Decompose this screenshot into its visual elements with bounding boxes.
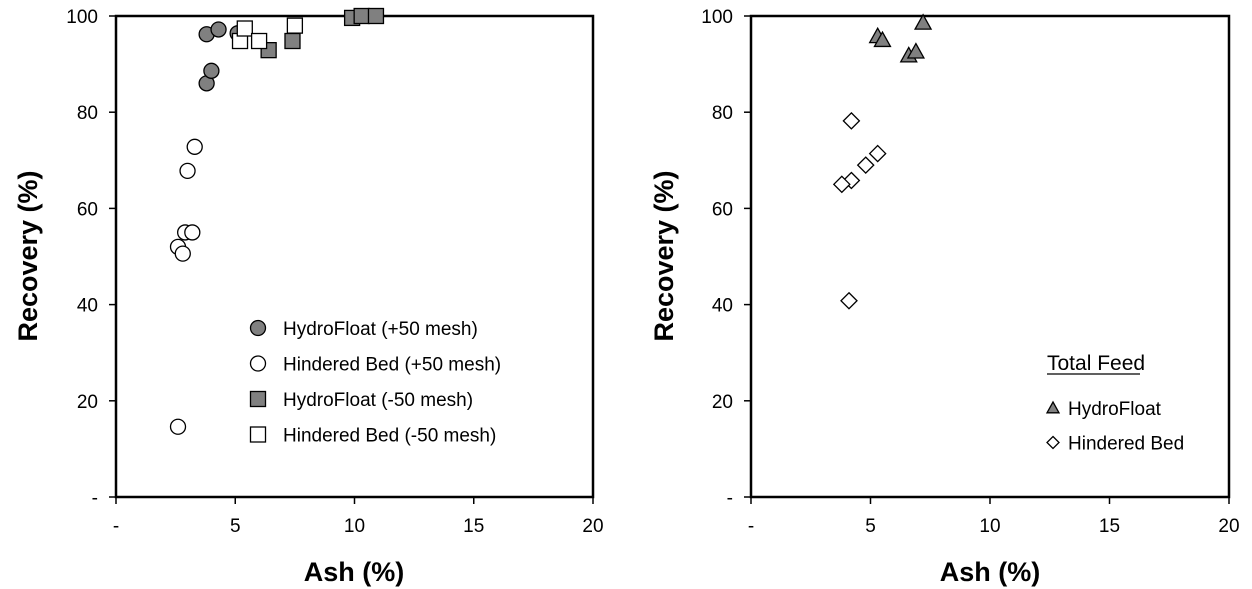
x-tick-label: 5 — [865, 516, 876, 537]
data-point — [856, 156, 875, 175]
legend-marker — [1046, 435, 1060, 450]
x-axis-title: Ash (%) — [304, 557, 405, 587]
data-point — [210, 21, 227, 38]
data-point — [184, 224, 201, 241]
legend-label: Hindered Bed — [1068, 434, 1184, 455]
data-point — [842, 111, 861, 130]
data-point — [250, 32, 268, 50]
y-tick-label: 20 — [712, 392, 733, 413]
data-point — [353, 7, 370, 25]
data-point — [873, 30, 892, 48]
x-tick-label: 15 — [1099, 516, 1120, 537]
legend-label: Hindered Bed (+50 mesh) — [283, 355, 501, 376]
x-tick-label: - — [113, 516, 119, 537]
data-point — [367, 7, 385, 25]
x-tick-label: 10 — [979, 516, 1000, 537]
data-point — [203, 62, 220, 79]
data-point — [906, 42, 926, 59]
data-point — [236, 20, 253, 37]
data-point — [868, 144, 887, 163]
x-tick-label: 10 — [344, 516, 365, 537]
x-axis-title: Ash (%) — [940, 557, 1041, 587]
legend-marker — [1045, 400, 1061, 414]
legend-marker — [249, 319, 267, 337]
legend-label: HydroFloat — [1068, 399, 1162, 420]
legend-label: HydroFloat (+50 mesh) — [283, 319, 478, 340]
y-axis-title: Recovery (%) — [13, 170, 43, 341]
data-point — [169, 418, 187, 435]
data-point — [179, 162, 196, 180]
x-tick-label: 20 — [1218, 516, 1239, 537]
data-point — [174, 245, 191, 262]
chart-right: Ash (%) Recovery (%) Total Feed - 5 10 15 20… — [649, 7, 1240, 587]
legend-label: HydroFloat (-50 mesh) — [283, 390, 473, 411]
y-axis-title: Recovery (%) — [649, 170, 679, 341]
legend-marker — [249, 390, 267, 408]
y-tick-label: 80 — [712, 103, 733, 124]
x-tick-label: 20 — [582, 516, 603, 537]
legend-label: Hindered Bed (-50 mesh) — [283, 426, 496, 447]
plot-area-frame — [749, 14, 1231, 499]
chart-left: Ash (%) Recovery (%) - 5 10 15 20 - 20 40 60 80 10… — [13, 7, 604, 587]
data-point — [913, 13, 933, 30]
x-tick-label: 15 — [463, 516, 484, 537]
data-point — [186, 138, 203, 155]
y-tick-label: - — [727, 488, 733, 509]
y-tick-label: 100 — [66, 7, 98, 28]
data-point — [284, 32, 301, 50]
y-tick-label: 100 — [701, 7, 733, 28]
y-tick-label: 40 — [77, 296, 98, 317]
y-tick-label: 20 — [77, 392, 98, 413]
x-tick-label: 5 — [230, 516, 241, 537]
legend-marker — [249, 355, 267, 372]
x-tick-label: - — [748, 516, 754, 537]
legend-marker — [249, 426, 267, 443]
y-tick-label: 40 — [712, 296, 733, 317]
legend-title: Total Feed — [1047, 352, 1145, 375]
y-tick-label: 60 — [712, 199, 733, 220]
y-tick-label: 80 — [77, 103, 98, 124]
data-point — [832, 175, 851, 194]
data-point — [840, 291, 858, 310]
data-point — [286, 17, 304, 34]
y-tick-label: 60 — [77, 199, 98, 220]
y-tick-label: - — [92, 488, 98, 509]
